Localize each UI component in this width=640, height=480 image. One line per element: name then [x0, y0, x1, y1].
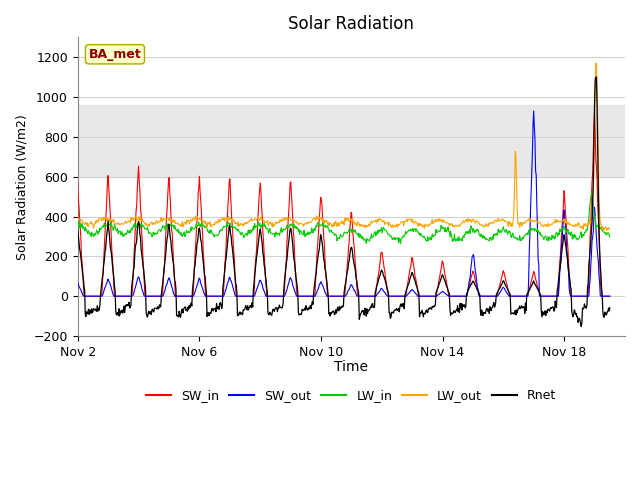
- Y-axis label: Solar Radiation (W/m2): Solar Radiation (W/m2): [15, 114, 28, 260]
- Bar: [77, 105, 625, 177]
- Legend: SW_in, SW_out, LW_in, LW_out, Rnet: SW_in, SW_out, LW_in, LW_out, Rnet: [141, 384, 561, 407]
- Text: BA_met: BA_met: [88, 48, 141, 61]
- Title: Solar Radiation: Solar Radiation: [289, 15, 414, 33]
- X-axis label: Time: Time: [334, 360, 369, 374]
